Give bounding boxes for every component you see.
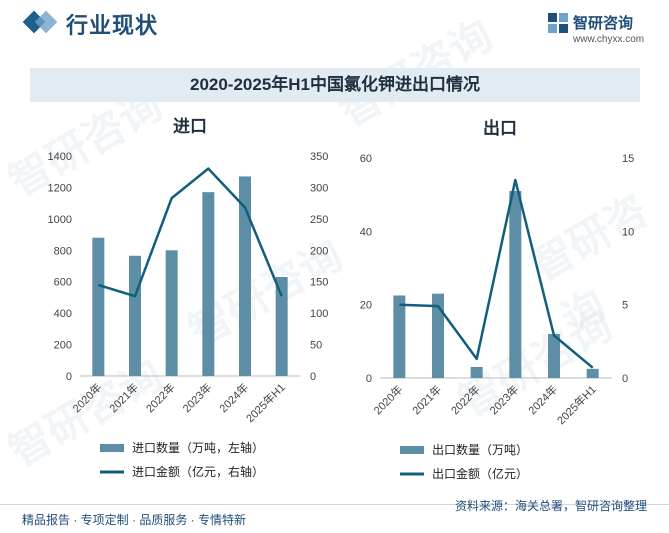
bar [548, 334, 560, 378]
y-right-tick-label: 150 [310, 277, 328, 289]
y-left-tick-label: 20 [360, 300, 372, 312]
x-tick-label: 2022年 [448, 382, 483, 417]
x-tick-label: 2024年 [216, 380, 251, 415]
y-right-tick-label: 10 [622, 226, 634, 238]
series-line [399, 178, 594, 369]
y-left-tick-label: 1000 [48, 214, 72, 226]
y-right-tick-label: 0 [622, 373, 628, 385]
chart-title: 2020-2025年H1中国氯化钾进出口情况 [189, 75, 481, 94]
y-right-tick-label: 200 [310, 245, 328, 257]
header: 行业现状 智研咨询 www.chyxx.com [0, 0, 669, 62]
bar [470, 367, 483, 378]
bar [509, 191, 522, 378]
y-right-tick-label: 5 [622, 300, 628, 312]
legend-label: 出口数量（万吨） [432, 442, 528, 457]
y-left-tick-label: 800 [54, 245, 72, 257]
legend-label: 进口金额（亿元，右轴） [132, 464, 264, 479]
bar [129, 255, 141, 376]
x-tick-label: 2023年 [486, 382, 521, 417]
y-right-tick-label: 300 [310, 182, 328, 194]
x-tick-label: 2021年 [409, 382, 444, 417]
legend-label: 进口数量（万吨，左轴） [132, 440, 264, 455]
legend-bar-swatch [400, 446, 424, 454]
x-tick-label: 2025年H1 [554, 382, 599, 427]
bar [202, 192, 215, 376]
y-left-tick-label: 600 [54, 277, 72, 289]
y-right-tick-label: 350 [310, 151, 328, 163]
y-left-tick-label: 1200 [48, 182, 72, 194]
section-title: 行业现状 [66, 13, 159, 38]
legend-label: 出口金额（亿元） [432, 466, 528, 481]
bar [92, 237, 105, 376]
y-left-tick-label: 40 [360, 226, 372, 238]
logo-url: www.chyxx.com [573, 34, 645, 45]
brand-logo: 智研咨询 www.chyxx.com [547, 10, 657, 50]
x-tick-label: 2020年 [370, 382, 405, 417]
y-left-tick-label: 400 [54, 308, 72, 320]
x-tick-label: 2022年 [143, 380, 178, 415]
y-left-tick-label: 200 [54, 340, 72, 352]
x-tick-label: 2023年 [179, 380, 214, 415]
footer-slogan: 精品报告 · 专项定制 · 品质服务 · 专情特新 [22, 513, 246, 527]
series-line [97, 167, 283, 298]
bar [275, 277, 288, 376]
subchart-title: 进口 [173, 117, 207, 136]
bar [165, 250, 178, 376]
y-left-tick-label: 0 [66, 371, 72, 383]
bar [393, 295, 406, 378]
y-left-tick-label: 0 [366, 373, 372, 385]
y-right-tick-label: 100 [310, 308, 328, 320]
legend-bar-swatch [100, 444, 124, 452]
logo-mark-icon [548, 13, 568, 33]
bar [432, 293, 444, 378]
bar [586, 368, 599, 378]
logo-name: 智研咨询 [573, 15, 634, 32]
y-right-tick-label: 15 [622, 153, 634, 165]
subchart-title: 出口 [483, 118, 517, 138]
bar [239, 176, 251, 376]
y-right-tick-label: 250 [310, 214, 328, 226]
y-left-tick-label: 1400 [48, 151, 72, 163]
x-tick-label: 2020年 [69, 380, 104, 415]
y-left-tick-label: 60 [360, 153, 372, 165]
chart-title-bar: 2020-2025年H1中国氯化钾进出口情况 [30, 68, 640, 102]
x-tick-label: 2025年H1 [243, 380, 288, 425]
x-tick-label: 2024年 [525, 382, 560, 417]
footer-source: 资料来源：海关总署，智研咨询整理 [454, 499, 647, 513]
y-right-tick-label: 0 [310, 371, 316, 383]
footer-divider [0, 504, 669, 505]
x-tick-label: 2021年 [106, 380, 141, 415]
y-right-tick-label: 50 [310, 340, 322, 352]
